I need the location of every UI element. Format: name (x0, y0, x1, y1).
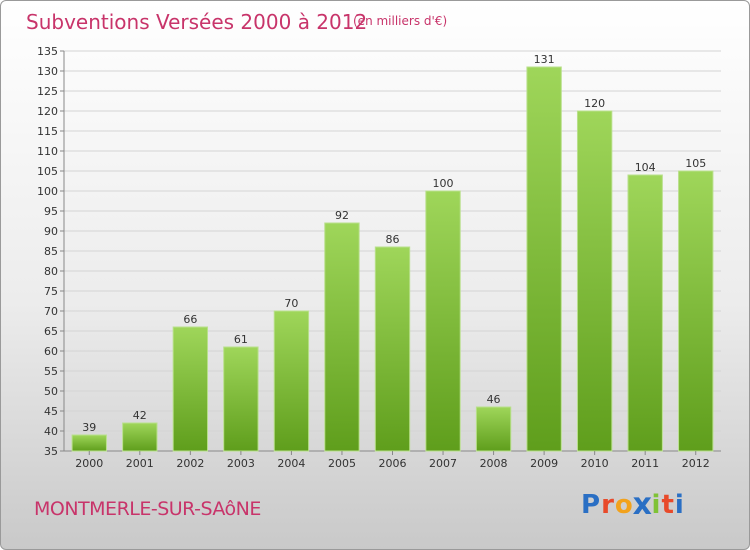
bar-2003 (223, 346, 259, 452)
logo-letter: i (674, 490, 685, 520)
data-label: 39 (82, 421, 96, 434)
y-tick-label: 115 (37, 125, 58, 138)
y-tick-label: 75 (44, 285, 58, 298)
y-tick-label: 70 (44, 305, 58, 318)
bar-2008 (475, 406, 512, 452)
y-tick-label: 135 (37, 45, 58, 58)
bar-2010 (576, 110, 613, 452)
x-tick-label: 2002 (176, 457, 204, 470)
data-label: 100 (433, 177, 454, 190)
x-tick-label: 2004 (277, 457, 305, 470)
x-tick-label: 2006 (379, 457, 407, 470)
x-tick-label: 2005 (328, 457, 356, 470)
bars (71, 66, 714, 452)
data-label: 61 (234, 333, 248, 346)
y-tick-label: 85 (44, 245, 58, 258)
data-label: 66 (183, 313, 197, 326)
data-label: 92 (335, 209, 349, 222)
y-tick-label: 125 (37, 85, 58, 98)
logo-letter: x (632, 487, 653, 523)
bar-2005 (324, 222, 360, 452)
proxiti-logo: Proxiti (581, 487, 685, 523)
y-tick-label: 80 (44, 265, 58, 278)
logo-letter: t (661, 490, 675, 520)
x-tick-label: 2009 (530, 457, 558, 470)
y-tick-label: 45 (44, 405, 58, 418)
x-tick-labels: 2000 2001 2002 2003 2004 2005 2006 2007 2008 2009… (75, 451, 710, 470)
y-tick-label: 55 (44, 365, 58, 378)
logo-letter: r (601, 490, 615, 520)
y-tick-label: 100 (37, 185, 58, 198)
bar-2012 (678, 170, 714, 452)
data-label: 70 (284, 297, 298, 310)
x-tick-label: 2003 (227, 457, 255, 470)
data-label: 86 (386, 233, 400, 246)
chart-subtitle: (en milliers d'€) (353, 14, 448, 28)
y-tick-label: 105 (37, 165, 58, 178)
x-tick-label: 2010 (581, 457, 609, 470)
bar-2004 (273, 310, 310, 452)
bar-2011 (627, 174, 663, 452)
y-tick-label: 130 (37, 65, 58, 78)
x-tick-label: 2001 (126, 457, 154, 470)
chart-title: Subventions Versées 2000 à 2012 (26, 10, 368, 34)
x-tick-label: 2012 (682, 457, 710, 470)
logo-letter: o (614, 490, 634, 520)
y-tick-label: 110 (37, 145, 58, 158)
y-tick-label: 90 (44, 225, 58, 238)
data-labels: 39 42 66 61 70 92 86 100 46 131 120 104 105 (82, 53, 706, 434)
y-tick-label: 50 (44, 385, 58, 398)
commune-name: MONTMERLE-SUR-SAôNE (34, 498, 261, 520)
bar-2007 (425, 190, 461, 452)
y-tick-label: 35 (44, 445, 58, 458)
y-tick-label: 65 (44, 325, 58, 338)
data-label: 105 (685, 157, 706, 170)
data-label: 104 (635, 161, 656, 174)
x-tick-label: 2007 (429, 457, 457, 470)
y-tick-label: 95 (44, 205, 58, 218)
data-label: 46 (487, 393, 501, 406)
data-label: 131 (534, 53, 555, 66)
bar-2000 (71, 434, 107, 452)
y-tick-labels: 35 40 45 50 55 60 65 70 75 80 85 90 95 100 105 110 115 12… (37, 45, 58, 458)
y-tick-label: 120 (37, 105, 58, 118)
x-tick-label: 2011 (631, 457, 659, 470)
data-label: 42 (133, 409, 147, 422)
logo-letter: i (651, 490, 662, 520)
bar-2006 (374, 246, 411, 452)
bar-2001 (122, 422, 158, 452)
bar-2009 (526, 66, 562, 452)
y-tick-label: 40 (44, 425, 58, 438)
x-tick-label: 2008 (480, 457, 508, 470)
bar-2002 (172, 326, 209, 452)
data-label: 120 (584, 97, 605, 110)
x-tick-label: 2000 (75, 457, 103, 470)
y-tick-label: 60 (44, 345, 58, 358)
logo-letter: P (581, 490, 602, 520)
